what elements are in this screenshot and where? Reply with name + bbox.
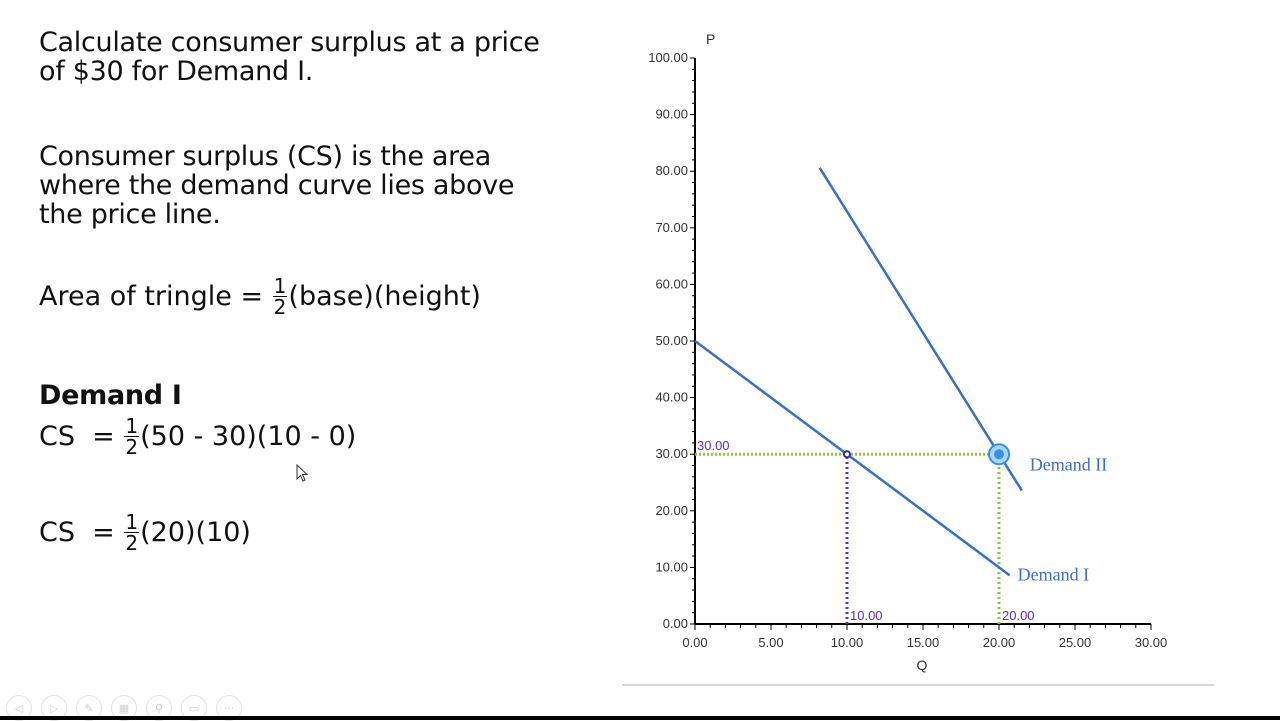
- divider: [622, 684, 1214, 686]
- x-tick-label: 30.00: [1135, 635, 1168, 650]
- subtitles-icon: ▭: [188, 701, 200, 715]
- slides-icon: ▦: [118, 701, 130, 715]
- x-tick-label: 20.00: [983, 635, 1016, 650]
- x-tick-label: 5.00: [758, 635, 783, 650]
- section-heading: Demand I: [39, 380, 182, 411]
- y-axis-label: P: [706, 31, 715, 47]
- curve-label: Demand I: [1018, 564, 1089, 584]
- quantity-line-label: 10.00: [850, 608, 883, 623]
- y-tick-label: 0.00: [663, 616, 688, 631]
- y-tick-label: 80.00: [655, 163, 688, 178]
- area-formula-prefix: Area of tringle =: [39, 281, 272, 312]
- y-tick-label: 10.00: [655, 559, 688, 574]
- intersection-point: [843, 450, 851, 459]
- y-tick-label: 60.00: [655, 276, 688, 291]
- arrow-left-icon: ◁: [14, 701, 24, 715]
- question-line-2: of $30 for Demand I.: [39, 56, 314, 87]
- y-tick-label: 90.00: [655, 107, 688, 122]
- demand-curve: [694, 339, 1011, 577]
- more-icon: ···: [223, 701, 235, 715]
- quantity-line-label: 20.00: [1002, 608, 1035, 623]
- screen-bottom-edge: [0, 716, 1280, 720]
- y-tick-label: 50.00: [655, 333, 688, 348]
- magnifier-icon: ⚲: [154, 701, 164, 715]
- arrow-right-icon: ▷: [49, 701, 59, 715]
- mouse-cursor-icon: [296, 464, 309, 482]
- price-line-label: 30.00: [697, 438, 730, 453]
- demand-curve: [818, 167, 1023, 492]
- curve-label: Demand II: [1030, 454, 1107, 474]
- y-tick-label: 100.00: [648, 50, 688, 65]
- slideshow-nav: ◁ ▷ ✎ ▦ ⚲ ▭ ···: [6, 695, 242, 721]
- y-tick-label: 30.00: [655, 446, 688, 461]
- x-tick-label: 25.00: [1059, 635, 1092, 650]
- definition-line-3: the price line.: [39, 199, 221, 230]
- x-tick-label: 15.00: [907, 635, 940, 650]
- x-tick-label: 0.00: [682, 635, 707, 650]
- x-axis-label: Q: [917, 657, 928, 673]
- area-formula-suffix: (base)(height): [288, 281, 481, 312]
- y-tick-label: 40.00: [655, 390, 688, 405]
- x-tick-label: 10.00: [831, 635, 864, 650]
- demand-chart: 0.00 10.00 20.00 30.00 40.00 50.00 60.00 70.00 8…: [648, 31, 1168, 673]
- definition-line-2: where the demand curve lies above: [39, 170, 515, 201]
- y-tick-label: 20.00: [655, 503, 688, 518]
- question-line-1: Calculate consumer surplus at a price: [39, 27, 540, 58]
- definition-line-1: Consumer surplus (CS) is the area: [39, 141, 491, 172]
- y-tick-label: 70.00: [655, 220, 688, 235]
- pen-icon: ✎: [84, 701, 94, 715]
